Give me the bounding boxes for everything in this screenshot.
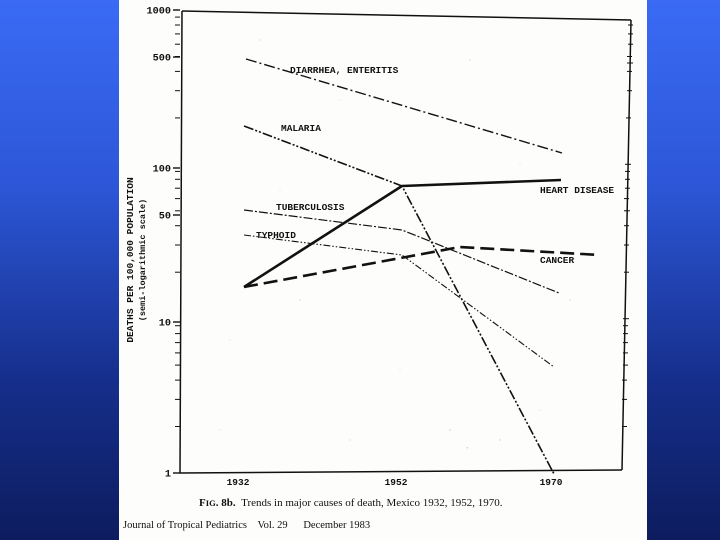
svg-text:HEART DISEASE: HEART DISEASE <box>540 185 614 196</box>
svg-text:MALARIA: MALARIA <box>281 123 321 134</box>
svg-text:TUBERCULOSIS: TUBERCULOSIS <box>276 202 345 213</box>
svg-text:10: 10 <box>159 319 171 330</box>
svg-text:50: 50 <box>159 212 171 223</box>
svg-text:DIARRHEA, ENTERITIS: DIARRHEA, ENTERITIS <box>290 65 399 76</box>
svg-text:1000: 1000 <box>147 7 171 18</box>
svg-text:': ' <box>466 446 468 454</box>
svg-text:1: 1 <box>165 470 171 481</box>
svg-text:TYPHOID: TYPHOID <box>256 230 296 241</box>
svg-text:1952: 1952 <box>385 477 408 488</box>
svg-text:CANCER: CANCER <box>540 255 575 266</box>
svg-text:DEATHS PER 100,000 POPULATION: DEATHS PER 100,000 POPULATION <box>125 177 136 343</box>
svg-text:1932: 1932 <box>227 477 250 488</box>
svg-text:100: 100 <box>153 165 171 176</box>
svg-text:500: 500 <box>153 54 171 65</box>
svg-text:1970: 1970 <box>540 477 563 488</box>
svg-text:(semi-logarithmic scale): (semi-logarithmic scale) <box>138 199 148 321</box>
